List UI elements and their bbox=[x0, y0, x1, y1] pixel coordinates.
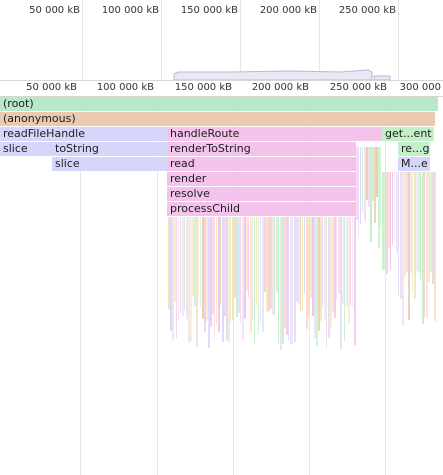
overview-tick-label: 250 000 kB bbox=[338, 5, 396, 16]
frame-processChild[interactable]: processChild bbox=[167, 202, 356, 216]
ruler-tick-label: 100 000 kB bbox=[96, 82, 154, 93]
flame-chart[interactable]: (root) (anonymous) readFileHandle handle… bbox=[0, 96, 443, 475]
frame-handleRoute[interactable]: handleRoute bbox=[167, 127, 382, 141]
frame-root[interactable]: (root) bbox=[0, 97, 438, 111]
frame-slice[interactable]: slice bbox=[0, 142, 52, 156]
ruler-tick-label: 150 000 kB bbox=[174, 82, 232, 93]
frame-re-g[interactable]: re...g bbox=[398, 142, 430, 156]
frame-readFileHandle[interactable]: readFileHandle bbox=[0, 127, 167, 141]
frame-get-event[interactable]: get...ent bbox=[382, 127, 434, 141]
ruler-tick-label: 250 000 kB bbox=[329, 82, 387, 93]
ruler-tick-label: 50 000 kB bbox=[26, 82, 77, 93]
memory-ruler: 50 000 kB 100 000 kB 150 000 kB 200 000 … bbox=[0, 80, 443, 97]
frame-read[interactable]: read bbox=[167, 157, 356, 171]
overview-tick-label: 200 000 kB bbox=[259, 5, 317, 16]
overview-tick-label: 100 000 kB bbox=[101, 5, 159, 16]
frame-toString[interactable]: toString bbox=[52, 142, 167, 156]
flame-gridline bbox=[385, 96, 386, 475]
overview-gridline bbox=[398, 0, 399, 80]
frame-anonymous[interactable]: (anonymous) bbox=[0, 112, 435, 126]
frame-renderToString[interactable]: renderToString bbox=[167, 142, 356, 156]
overview-tick-label: 50 000 kB bbox=[29, 5, 80, 16]
overview-gridline bbox=[240, 0, 241, 80]
overview-gridline bbox=[82, 0, 83, 80]
overview-gridline bbox=[319, 0, 320, 80]
flame-gridline bbox=[80, 96, 81, 475]
memory-overview[interactable]: 50 000 kB 100 000 kB 150 000 kB 200 000 … bbox=[0, 0, 443, 81]
ruler-tick-label: 200 000 kB bbox=[251, 82, 309, 93]
overview-gridline bbox=[161, 0, 162, 80]
memory-usage-graph bbox=[173, 69, 391, 80]
deep-stack-frames bbox=[168, 147, 436, 350]
frame-render[interactable]: render bbox=[167, 172, 356, 186]
ruler-tick-label: 300 000 bbox=[399, 82, 441, 93]
flame-gridline bbox=[157, 96, 158, 475]
overview-tick-label: 150 000 kB bbox=[180, 5, 238, 16]
frame-m-e[interactable]: M...e bbox=[398, 157, 430, 171]
frame-slice[interactable]: slice bbox=[52, 157, 167, 171]
frame-resolve[interactable]: resolve bbox=[167, 187, 356, 201]
